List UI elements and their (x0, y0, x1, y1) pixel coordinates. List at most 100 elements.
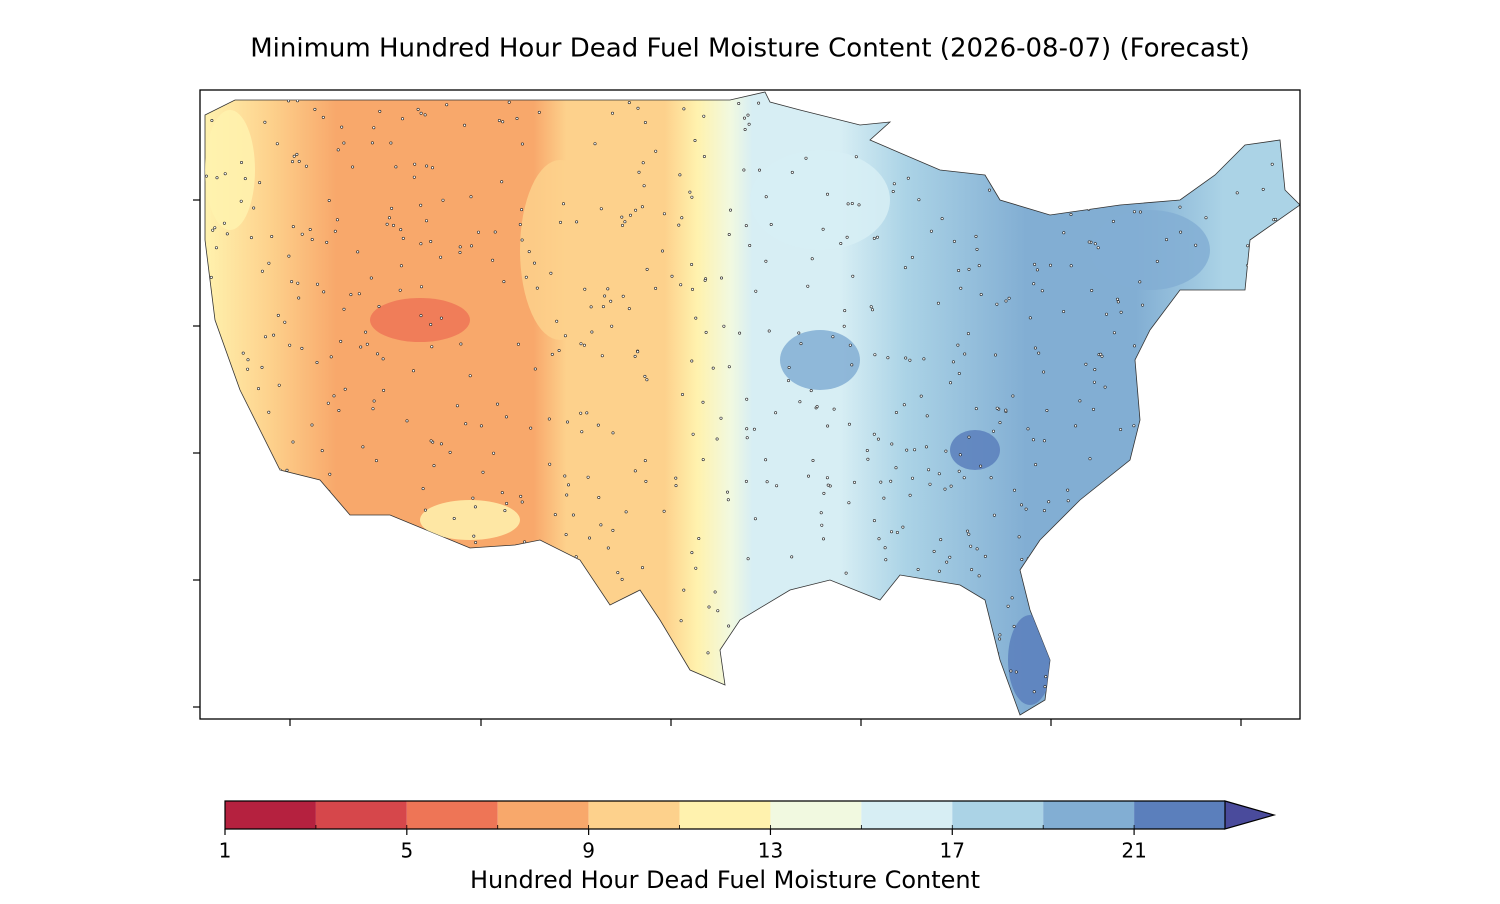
station (1204, 216, 1208, 220)
station (1244, 577, 1248, 581)
station (870, 308, 874, 312)
station (455, 607, 459, 611)
station (928, 482, 932, 486)
station (1144, 95, 1148, 99)
station (288, 343, 292, 347)
station (1281, 615, 1285, 619)
station (1277, 587, 1281, 591)
station (515, 117, 519, 121)
station (353, 660, 357, 664)
station (1017, 535, 1021, 539)
station (1141, 303, 1145, 307)
station (385, 222, 389, 226)
station (1195, 512, 1199, 516)
station (944, 449, 948, 453)
station (565, 420, 569, 424)
station (1268, 502, 1272, 506)
station (1182, 674, 1186, 678)
station (472, 534, 476, 538)
station (746, 626, 750, 630)
station (365, 342, 369, 346)
station (843, 309, 847, 313)
station (391, 614, 395, 618)
station (973, 696, 977, 700)
station (1092, 407, 1096, 411)
station (209, 275, 213, 279)
station (524, 275, 528, 279)
station (1080, 157, 1084, 161)
station (832, 592, 836, 596)
station (1166, 109, 1170, 113)
station (375, 352, 379, 356)
station (726, 498, 730, 502)
moisture-region (420, 500, 520, 540)
station (429, 240, 433, 244)
station (297, 159, 301, 163)
station (1150, 420, 1154, 424)
station (1111, 636, 1115, 640)
station (205, 466, 207, 470)
station (1235, 594, 1239, 598)
station (267, 261, 271, 265)
station (1004, 408, 1008, 412)
station (976, 656, 980, 660)
station (641, 651, 645, 655)
station (852, 480, 856, 484)
station (764, 259, 768, 263)
station (820, 523, 824, 527)
station (405, 419, 409, 423)
station (1073, 157, 1077, 161)
station (421, 487, 425, 491)
station (957, 688, 961, 692)
station (1213, 106, 1217, 110)
station (906, 176, 910, 180)
station (370, 141, 374, 145)
station (1228, 129, 1232, 133)
station (419, 242, 423, 246)
station (562, 555, 566, 559)
station (205, 409, 209, 413)
station (1264, 288, 1268, 292)
station (313, 584, 317, 588)
station (740, 626, 744, 630)
station (1129, 668, 1133, 672)
station (884, 558, 888, 562)
station (211, 228, 215, 232)
station (1244, 128, 1248, 132)
station (1031, 438, 1035, 442)
station (520, 238, 524, 242)
colorbar-tick-label: 13 (758, 839, 783, 863)
station (644, 479, 648, 483)
station (967, 532, 971, 536)
station (589, 305, 593, 309)
station (255, 544, 259, 548)
station (329, 355, 333, 359)
station (1069, 529, 1073, 533)
station (871, 602, 875, 606)
station (889, 479, 893, 483)
station (923, 156, 927, 160)
station (1178, 205, 1182, 209)
station (423, 113, 427, 117)
station (1111, 219, 1115, 223)
station (582, 343, 586, 347)
station (765, 480, 769, 484)
station (441, 198, 445, 202)
station (1289, 228, 1293, 232)
station (1054, 610, 1058, 614)
station (1225, 436, 1229, 440)
station (975, 547, 979, 551)
station (292, 154, 296, 158)
station (787, 365, 791, 369)
station (743, 128, 747, 132)
station (476, 230, 480, 234)
station (1097, 593, 1101, 597)
station (468, 374, 472, 378)
station (707, 605, 711, 609)
station (593, 142, 597, 146)
station (553, 513, 557, 517)
station (1062, 231, 1066, 235)
station (1191, 375, 1195, 379)
station (902, 580, 906, 584)
station (641, 161, 645, 165)
